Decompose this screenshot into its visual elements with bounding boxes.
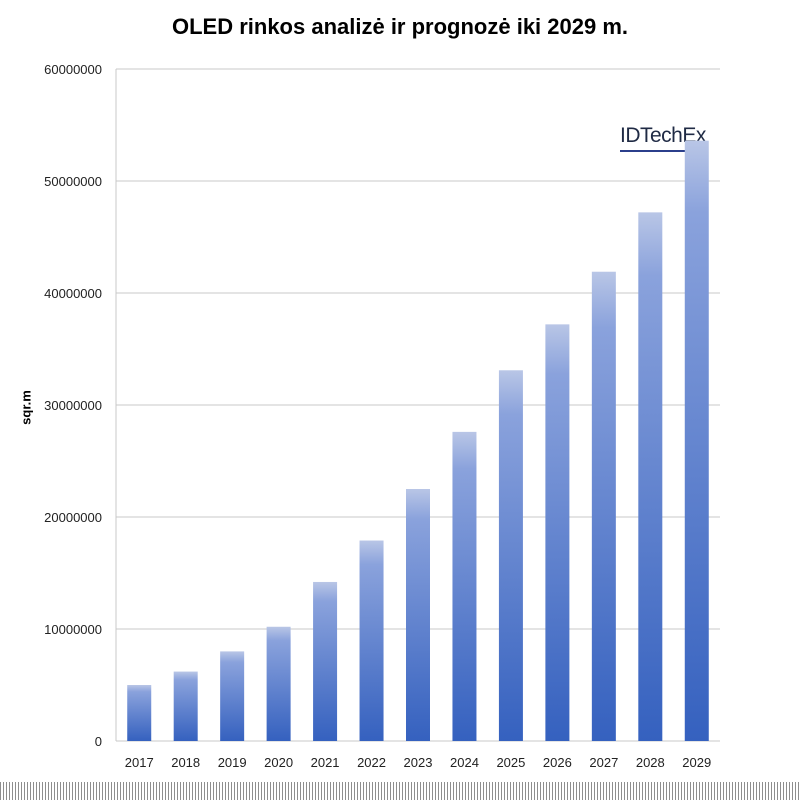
bar-2023 bbox=[406, 489, 430, 741]
bar-2027 bbox=[591, 271, 616, 741]
x-tick-label: 2019 bbox=[218, 755, 247, 770]
x-tick-label: 2028 bbox=[636, 755, 665, 770]
bar-2017 bbox=[127, 685, 152, 741]
bar-2026 bbox=[545, 324, 570, 741]
bar-2022 bbox=[359, 540, 384, 741]
y-tick-label: 10000000 bbox=[44, 622, 102, 637]
x-tick-label: 2021 bbox=[311, 755, 340, 770]
x-tick-label: 2027 bbox=[589, 755, 618, 770]
bottom-border-strip bbox=[0, 782, 800, 800]
x-tick-label: 2022 bbox=[357, 755, 386, 770]
x-tick-label: 2026 bbox=[543, 755, 572, 770]
bar-2018 bbox=[173, 671, 198, 741]
bar-2024 bbox=[452, 431, 477, 741]
y-tick-label: 60000000 bbox=[44, 62, 102, 77]
y-tick-label: 0 bbox=[95, 734, 102, 749]
logo-underline bbox=[620, 150, 703, 152]
x-tick-label: 2024 bbox=[450, 755, 479, 770]
x-tick-label: 2023 bbox=[404, 755, 433, 770]
bar-2019 bbox=[220, 651, 245, 741]
bar-2028 bbox=[638, 212, 663, 742]
x-tick-label: 2017 bbox=[125, 755, 154, 770]
chart-title: OLED rinkos analizė ir prognozė iki 2029… bbox=[171, 14, 629, 39]
bar-2029 bbox=[684, 140, 709, 741]
bar-2025 bbox=[498, 370, 523, 741]
bar-2021 bbox=[313, 581, 338, 741]
x-tick-label: 2025 bbox=[496, 755, 525, 770]
x-tick-label: 2020 bbox=[264, 755, 293, 770]
y-tick-label: 30000000 bbox=[44, 398, 102, 413]
x-tick-label: 2029 bbox=[682, 755, 711, 770]
x-tick-label: 2018 bbox=[171, 755, 200, 770]
bar-2020 bbox=[266, 626, 291, 741]
y-tick-label: 20000000 bbox=[44, 510, 102, 525]
y-tick-label: 40000000 bbox=[44, 286, 102, 301]
y-tick-label: 50000000 bbox=[44, 174, 102, 189]
